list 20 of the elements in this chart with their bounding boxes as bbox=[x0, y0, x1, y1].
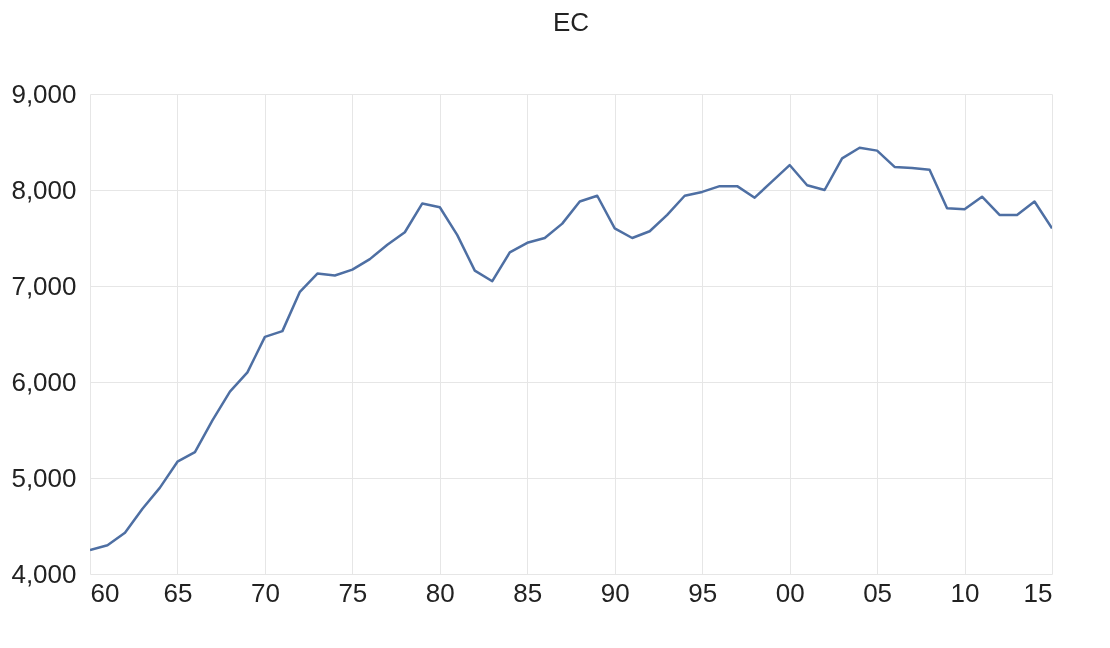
line-series bbox=[90, 146, 1052, 552]
x-tick-label: 75 bbox=[338, 577, 368, 608]
x-tick-label: 60 bbox=[90, 577, 120, 608]
y-tick-label: 8,000 bbox=[11, 174, 77, 205]
x-tick-label: 00 bbox=[775, 577, 805, 608]
x-tick-label: 70 bbox=[250, 577, 280, 608]
y-tick-label: 5,000 bbox=[11, 462, 77, 493]
x-tick-label: 10 bbox=[950, 577, 980, 608]
x-tick-label: 65 bbox=[163, 577, 193, 608]
x-tick-label: 90 bbox=[600, 577, 630, 608]
y-tick-label: 7,000 bbox=[11, 270, 77, 301]
y-tick-label: 6,000 bbox=[11, 366, 77, 397]
x-tick-label: 95 bbox=[688, 577, 718, 608]
x-tick-label: 05 bbox=[863, 577, 893, 608]
chart-title: EC bbox=[552, 7, 590, 37]
y-tick-label: 9,000 bbox=[11, 78, 77, 109]
y-tick-label: 4,000 bbox=[11, 558, 77, 589]
x-tick-label: 80 bbox=[425, 577, 455, 608]
x-tick-label: 85 bbox=[513, 577, 543, 608]
x-tick-label: 15 bbox=[1023, 577, 1053, 608]
